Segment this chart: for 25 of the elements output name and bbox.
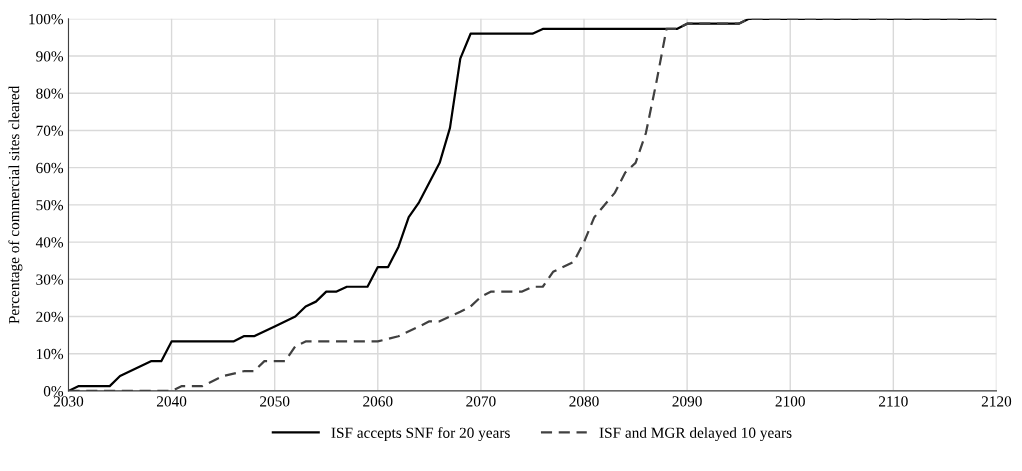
y-axis-title: Percentage of commercial sites cleared: [8, 85, 23, 324]
x-tick-label: 2030: [53, 396, 84, 407]
y-tick-label: 10%: [36, 348, 64, 360]
y-tick-label: 20%: [36, 311, 64, 323]
x-tick-label: 2070: [466, 396, 496, 407]
x-tick-label: 2110: [879, 396, 908, 407]
legend-label: ISF and MGR delayed 10 years: [599, 427, 792, 442]
x-tick-label: 2090: [672, 396, 702, 407]
y-tick-label: 0%: [43, 386, 64, 397]
x-tick-label: 2050: [260, 396, 290, 407]
y-tick-label: 30%: [36, 274, 64, 285]
y-tick-label: 90%: [36, 51, 64, 62]
y-tick-label: 50%: [36, 200, 64, 211]
x-tick-label: 2060: [363, 396, 393, 407]
y-tick-label: 60%: [36, 162, 64, 174]
y-tick-label: 70%: [36, 125, 64, 136]
y-tick-label: 80%: [36, 88, 64, 99]
x-tick-label: 2100: [775, 396, 805, 407]
x-tick-label: 2080: [569, 396, 599, 407]
y-tick-label: 40%: [35, 237, 64, 248]
x-tick-label: 2120: [981, 396, 1012, 407]
legend-label: ISF accepts SNF for 20 years: [331, 427, 510, 442]
y-tick-label: 100%: [29, 13, 64, 25]
x-tick-label: 2040: [156, 396, 187, 407]
line-series: [68, 18, 997, 391]
